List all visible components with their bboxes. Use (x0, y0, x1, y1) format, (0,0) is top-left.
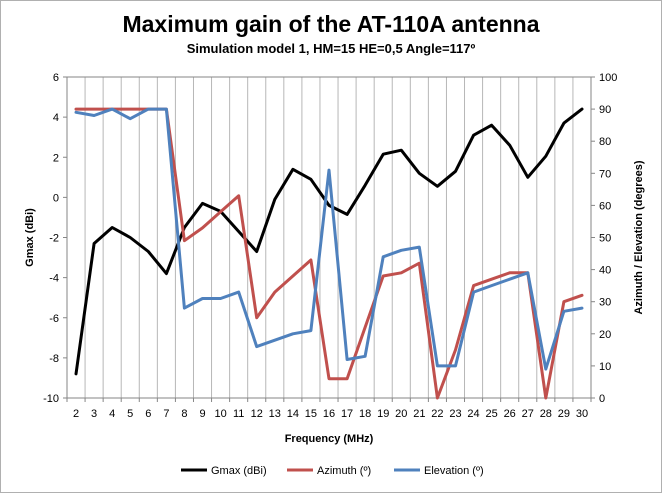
series-layer (74, 107, 584, 400)
x-tick-label: 5 (127, 408, 133, 420)
legend-label: Elevation (º) (424, 465, 484, 477)
left-tick-label: 2 (53, 152, 59, 164)
right-tick-label: 70 (599, 168, 611, 180)
legend-label: Gmax (dBi) (211, 465, 267, 477)
x-axis: 2 3 4 5 6 7 8 9 10 11 12 13 14 15 16 17 18 19 20 21 22 23 24 25… (66, 398, 592, 420)
x-tick-label: 9 (199, 408, 205, 420)
x-tick-label: 19 (377, 408, 389, 420)
x-tick-label: 12 (251, 408, 263, 420)
right-tick-label: 40 (599, 265, 611, 277)
x-tick-label: 10 (214, 408, 226, 420)
x-tick-label: 28 (540, 408, 552, 420)
right-tick-label: 20 (599, 329, 611, 341)
left-tick-label: 4 (53, 112, 59, 124)
left-tick-label: -6 (49, 313, 59, 325)
right-tick-label: 10 (599, 361, 611, 373)
x-tick-label: 16 (323, 408, 335, 420)
right-tick-label: 50 (599, 233, 611, 245)
chart-subtitle: Simulation model 1, HM=15 HE=0,5 Angle=1… (186, 41, 476, 56)
series-line-elevation (74, 107, 584, 371)
right-tick-label: 100 (599, 72, 617, 84)
x-tick-label: 29 (558, 408, 570, 420)
x-axis-title: Frequency (MHz) (285, 433, 374, 445)
x-tick-label: 2 (73, 408, 79, 420)
left-tick-label: -2 (49, 233, 59, 245)
x-tick-label: 21 (413, 408, 425, 420)
left-tick-label: 0 (53, 192, 59, 204)
x-tick-label: 27 (522, 408, 534, 420)
left-tick-label: -8 (49, 353, 59, 365)
right-tick-label: 30 (599, 297, 611, 309)
legend: Gmax (dBi) Azimuth (º) Elevation (º) (181, 465, 484, 477)
right-tick-label: 90 (599, 104, 611, 116)
x-tick-label: 26 (504, 408, 516, 420)
y-axis-title: Gmax (dBi) (24, 208, 36, 267)
x-tick-label: 15 (305, 408, 317, 420)
x-tick-label: 25 (485, 408, 497, 420)
grid-layer (84, 77, 574, 398)
x-tick-label: 24 (467, 408, 479, 420)
series-line-gmax-dbi (74, 107, 584, 376)
right-tick-label: 0 (599, 393, 605, 405)
right-tick-label: 60 (599, 200, 611, 212)
left-axis: -10 -8 -6 -4 -2 0 2 4 6 (43, 72, 67, 405)
x-tick-label: 17 (341, 408, 353, 420)
x-tick-label: 23 (449, 408, 461, 420)
legend-label: Azimuth (º) (317, 465, 371, 477)
right-tick-label: 80 (599, 136, 611, 148)
y2-axis-title: Azimuth / Elevation (degrees) (633, 160, 645, 314)
x-tick-label: 4 (109, 408, 115, 420)
x-tick-label: 8 (181, 408, 187, 420)
x-tick-label: 7 (163, 408, 169, 420)
left-tick-label: -4 (49, 273, 59, 285)
left-tick-label: -10 (43, 393, 59, 405)
x-tick-label: 20 (395, 408, 407, 420)
x-tick-label: 6 (145, 408, 151, 420)
x-tick-label: 13 (269, 408, 281, 420)
x-tick-label: 18 (359, 408, 371, 420)
plot-area (66, 76, 592, 399)
left-tick-label: 6 (53, 72, 59, 84)
x-tick-label: 14 (287, 408, 299, 420)
x-tick-label: 22 (431, 408, 443, 420)
x-tick-label: 30 (576, 408, 588, 420)
right-axis: 0 10 20 30 40 50 60 70 80 90 100 (591, 72, 617, 405)
chart-title: Maximum gain of the AT-110A antenna (122, 11, 540, 37)
x-tick-label: 3 (91, 408, 97, 420)
x-tick-label: 11 (233, 408, 244, 420)
